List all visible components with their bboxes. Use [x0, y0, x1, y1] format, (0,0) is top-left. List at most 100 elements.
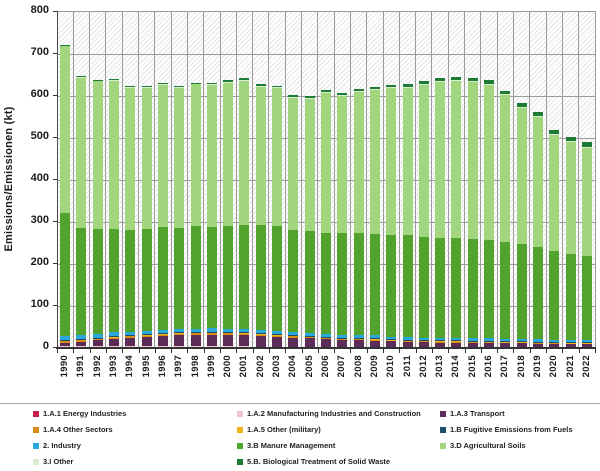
x-tick-label: 2014 — [450, 355, 462, 378]
x-tick-label: 1997 — [173, 355, 185, 378]
bar-segment — [467, 77, 478, 81]
bar-segment — [109, 337, 120, 340]
bar-segment — [484, 338, 495, 341]
y-tick-label: 300 — [30, 214, 49, 226]
bar-segment — [369, 233, 380, 336]
bar-segment — [516, 343, 527, 347]
bar-segment — [92, 333, 103, 338]
bar-segment — [190, 328, 201, 333]
bar-segment — [174, 333, 185, 336]
bar-segment — [581, 147, 592, 257]
x-axis-tick — [236, 349, 238, 353]
bar-segment — [565, 253, 576, 341]
bar-segment — [92, 338, 103, 341]
gridline-v — [398, 12, 400, 348]
x-axis-tick — [89, 349, 91, 353]
legend-label: 1.A.1 Energy Industries — [43, 409, 127, 418]
x-axis-tick — [154, 349, 156, 353]
bar-segment — [337, 340, 348, 347]
bar-segment — [255, 335, 266, 347]
bar-segment — [532, 247, 543, 340]
bar-segment — [549, 134, 560, 252]
x-axis-tick — [562, 349, 564, 353]
x-tick-label: 2004 — [287, 355, 299, 378]
x-tick-label: 2000 — [222, 355, 234, 378]
legend-swatch-icon — [33, 426, 39, 433]
x-tick-label: 1998 — [189, 355, 201, 378]
gridline-v — [431, 12, 433, 348]
bar-segment — [157, 83, 168, 84]
x-axis-tick — [431, 349, 433, 353]
legend-item: 3.D Agricultural Soils — [440, 440, 595, 451]
x-axis-tick — [529, 349, 531, 353]
x-tick-label: 2020 — [548, 355, 560, 378]
gridline-v — [349, 12, 351, 348]
bar-segment — [141, 337, 152, 347]
bar-segment — [109, 339, 120, 347]
bar-segment — [60, 335, 71, 341]
bar-segment — [369, 86, 380, 90]
bar-segment — [435, 81, 446, 238]
bar-segment — [386, 341, 397, 347]
bar-segment — [500, 342, 511, 344]
x-tick-label: 1996 — [156, 355, 168, 378]
y-axis-title: Emissions/Emissionen (kt) — [3, 106, 15, 252]
bar-segment — [60, 342, 71, 347]
x-axis-tick — [350, 349, 352, 353]
bar-segment — [255, 86, 266, 226]
bar-segment — [125, 337, 136, 347]
bar-segment — [386, 340, 397, 342]
bar-segment — [304, 98, 315, 231]
bar-segment — [484, 341, 495, 343]
bar-segment — [532, 343, 543, 347]
bar-segment — [255, 334, 266, 336]
bar-segment — [109, 332, 120, 337]
x-axis-tick — [57, 349, 58, 353]
bar-segment — [369, 89, 380, 234]
bar-segment — [288, 332, 299, 335]
legend-swatch-icon — [237, 442, 243, 449]
bar-segment — [402, 84, 413, 87]
bar-segment — [516, 342, 527, 344]
gridline-v — [284, 12, 286, 348]
bar-segment — [353, 232, 364, 335]
bar-segment — [581, 142, 592, 147]
bar-segment — [369, 340, 380, 347]
x-tick-label: 2009 — [368, 355, 380, 378]
bar-segment — [549, 251, 560, 340]
x-tick-label: 1992 — [91, 355, 103, 378]
gridline-v — [529, 12, 531, 348]
bar-segment — [239, 333, 250, 335]
y-axis-tick — [53, 179, 57, 180]
bar-segment — [467, 338, 478, 341]
bar-segment — [272, 85, 283, 88]
bar-segment — [402, 87, 413, 236]
bar-segment — [451, 342, 462, 347]
x-tick-label: 2016 — [483, 355, 495, 378]
bar-segment — [288, 337, 299, 347]
gridline-v — [317, 12, 319, 348]
bar-segment — [206, 82, 217, 84]
x-tick-label: 1991 — [75, 355, 87, 378]
bar-segment — [304, 336, 315, 339]
y-tick-label: 500 — [30, 130, 49, 142]
bar-segment — [60, 340, 71, 343]
legend-label: 1.A.4 Other Sectors — [43, 425, 113, 434]
x-axis-tick — [73, 349, 75, 353]
bar-segment — [435, 237, 446, 338]
gridline-v — [219, 12, 221, 348]
bar-segment — [109, 80, 120, 229]
bar-segment — [304, 338, 315, 347]
bar-segment — [125, 87, 136, 230]
y-tick-label: 700 — [30, 46, 49, 58]
x-tick-label: 1993 — [108, 355, 120, 378]
bar-segment — [76, 341, 87, 347]
legend-label: 1.A.2 Manufacturing Industries and Const… — [247, 409, 421, 418]
bar-segment — [190, 82, 201, 84]
bar-segment — [255, 330, 266, 334]
gridline-v — [252, 12, 254, 348]
y-axis-tick — [53, 11, 57, 12]
gridline-v — [545, 12, 547, 348]
x-axis-tick — [480, 349, 482, 353]
gridline-v — [121, 12, 123, 348]
